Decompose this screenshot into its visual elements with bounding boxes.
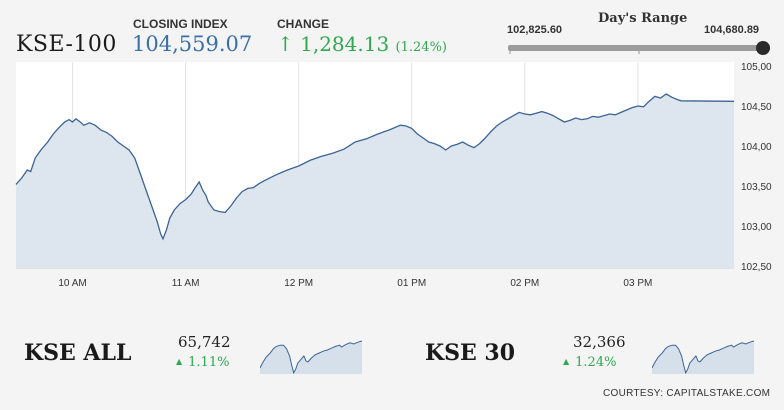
x-tick-label: 01 PM xyxy=(397,278,426,289)
kse-30-change-value: 1.24% xyxy=(575,355,617,370)
closing-index-value: 104,559.07 xyxy=(132,32,253,56)
x-tick-label: 11 AM xyxy=(172,278,200,289)
kse-all-sparkline xyxy=(260,340,362,374)
x-tick-label: 03 PM xyxy=(623,278,652,289)
days-range-high: 104,680.89 xyxy=(704,24,760,36)
x-tick-label: 10 AM xyxy=(58,278,86,289)
y-tick-label: 104,00 xyxy=(741,142,772,153)
kse-30-value: 32,366 xyxy=(573,333,626,351)
kse-all-value: 65,742 xyxy=(178,333,231,351)
up-arrow-icon: ↑ xyxy=(277,32,294,56)
sparkline-area xyxy=(260,341,362,374)
days-range-low: 102,825.60 xyxy=(507,24,563,36)
sparkline-line xyxy=(260,340,362,374)
x-tick-label: 02 PM xyxy=(510,278,539,289)
up-triangle-icon: ▲ xyxy=(563,357,570,366)
sub-indices: KSE ALL 65,742 ▲ 1.11% KSE 30 32,366 ▲ 1.2… xyxy=(0,318,784,410)
y-tick-label: 103,00 xyxy=(741,222,772,233)
days-range-track xyxy=(508,45,770,51)
change-value: 1,284.13 xyxy=(300,32,390,56)
y-tick-label: 102,50 xyxy=(741,262,772,273)
kse-30-name: KSE 30 xyxy=(425,340,516,366)
change-percent: (1.24%) xyxy=(395,40,447,55)
y-tick-label: 103,50 xyxy=(741,182,772,193)
sparkline-line xyxy=(652,340,754,374)
days-range-title: Day's Range xyxy=(598,11,688,26)
x-tick-label: 12 PM xyxy=(284,278,313,289)
sparkline-area xyxy=(652,341,754,374)
index-ticker: KSE-100 xyxy=(16,32,117,57)
intraday-chart: 102,50 103,00 103,50 104,00 104,50 105,00 10 … xyxy=(15,62,772,289)
closing-index-label: CLOSING INDEX xyxy=(133,17,228,31)
kse-all-name: KSE ALL xyxy=(24,340,132,366)
change-value-group: ↑ 1,284.13 (1.24%) xyxy=(277,32,447,56)
kse-all-change-value: 1.11% xyxy=(188,355,230,370)
days-range-marker xyxy=(756,41,770,55)
up-triangle-icon: ▲ xyxy=(176,357,183,366)
index-header: KSE-100 CLOSING INDEX 104,559.07 CHANGE … xyxy=(0,0,784,62)
kse-all-change: ▲ 1.11% xyxy=(176,355,229,370)
days-range-bar xyxy=(508,41,770,55)
index-area-fill xyxy=(16,94,734,268)
y-tick-label: 104,50 xyxy=(741,102,772,113)
kse-30-sparkline xyxy=(652,340,754,374)
change-label: CHANGE xyxy=(277,17,330,31)
kse-30-change: ▲ 1.24% xyxy=(563,355,616,370)
y-tick-label: 105,00 xyxy=(741,62,772,73)
courtesy-credit: COURTESY: CAPITALSTAKE.COM xyxy=(603,388,771,399)
index-line xyxy=(15,93,735,241)
